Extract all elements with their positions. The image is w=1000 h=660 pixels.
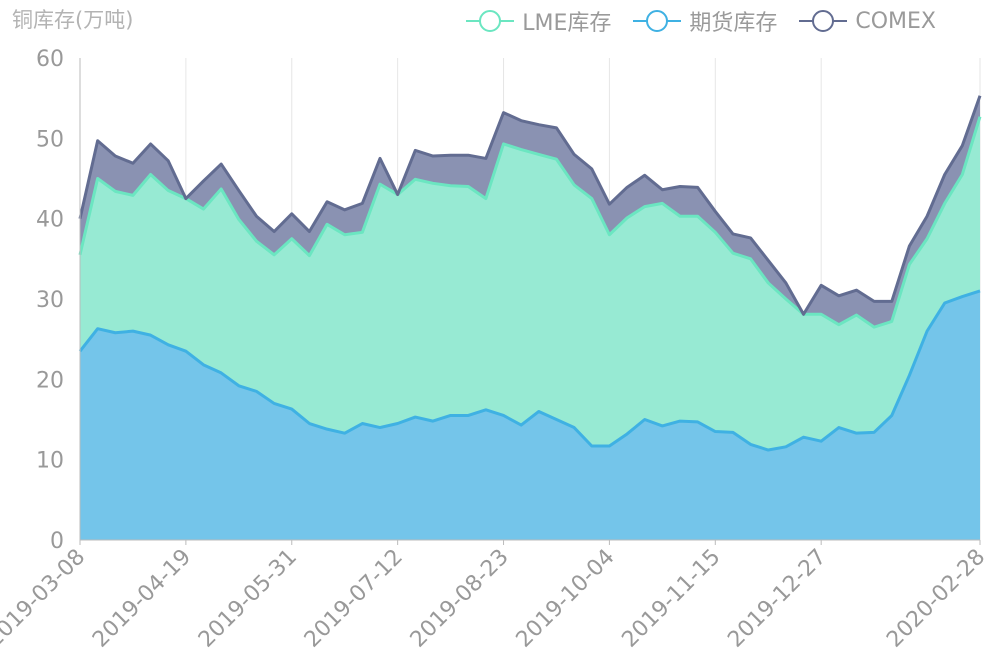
y-tick-label: 20: [36, 368, 64, 393]
y-tick-label: 30: [36, 288, 64, 313]
legend-item-lme[interactable]: LME库存: [466, 5, 611, 37]
line-series-2: [78, 95, 982, 316]
legend: LME库存 期货库存 COMEX: [466, 4, 936, 38]
legend-label-futures: 期货库存: [689, 11, 778, 36]
y-tick-label: 60: [36, 47, 64, 72]
x-tick-label: 2019-04-19: [88, 545, 196, 653]
y-tick-label: 40: [36, 208, 64, 233]
chart-title: 铜库存(万吨): [12, 8, 134, 32]
legend-marker-comex-icon: [799, 10, 848, 32]
x-tick-label: 2019-05-31: [194, 545, 302, 653]
y-tick-label: 50: [36, 127, 64, 152]
x-tick-label: 2019-07-12: [300, 545, 408, 653]
legend-item-futures[interactable]: 期货库存: [633, 5, 777, 37]
line-series-1: [78, 116, 982, 329]
legend-marker-futures-icon: [633, 10, 682, 32]
x-tick-label: 2019-03-08: [0, 545, 90, 653]
x-tick-label: 2019-10-04: [512, 545, 620, 653]
y-tick-label: 10: [36, 449, 64, 474]
area-series-2: [80, 95, 980, 328]
x-tick-label: 2019-12-27: [723, 545, 831, 653]
y-tick-label: 0: [50, 529, 64, 554]
legend-item-comex[interactable]: COMEX: [799, 7, 936, 35]
line-series-0: [78, 289, 981, 452]
area-series-0: [80, 290, 980, 540]
legend-marker-lme-icon: [466, 10, 515, 32]
x-tick-label: 2019-08-23: [406, 545, 514, 653]
x-tick-label: 2019-11-15: [617, 545, 725, 653]
legend-label-lme: LME库存: [522, 11, 612, 36]
x-tick-label: 2020-02-28: [882, 545, 990, 653]
legend-label-comex: COMEX: [855, 8, 936, 34]
area-series-1: [80, 116, 980, 451]
